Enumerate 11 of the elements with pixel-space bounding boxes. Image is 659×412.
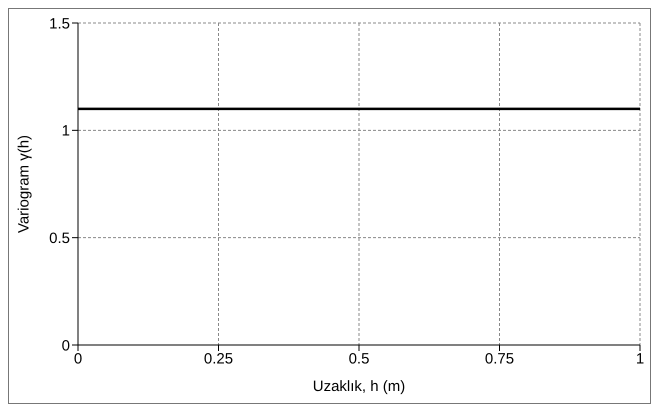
x-tick-label: 0.75 xyxy=(484,350,514,368)
x-tick-label: 0 xyxy=(74,350,82,368)
y-axis-title: Variogram γ(h) xyxy=(15,134,32,234)
x-tick-label: 1 xyxy=(636,350,644,368)
y-tick-label: 0.5 xyxy=(49,230,70,247)
y-tick-label: 1.5 xyxy=(49,15,70,32)
y-tick-label: 0 xyxy=(62,337,70,354)
x-tick-label: 0.25 xyxy=(204,350,234,368)
y-tick-label: 1 xyxy=(62,122,70,140)
x-axis-title: Uzaklık, h (m) xyxy=(312,378,406,395)
x-tick-label: 0.5 xyxy=(348,350,370,368)
